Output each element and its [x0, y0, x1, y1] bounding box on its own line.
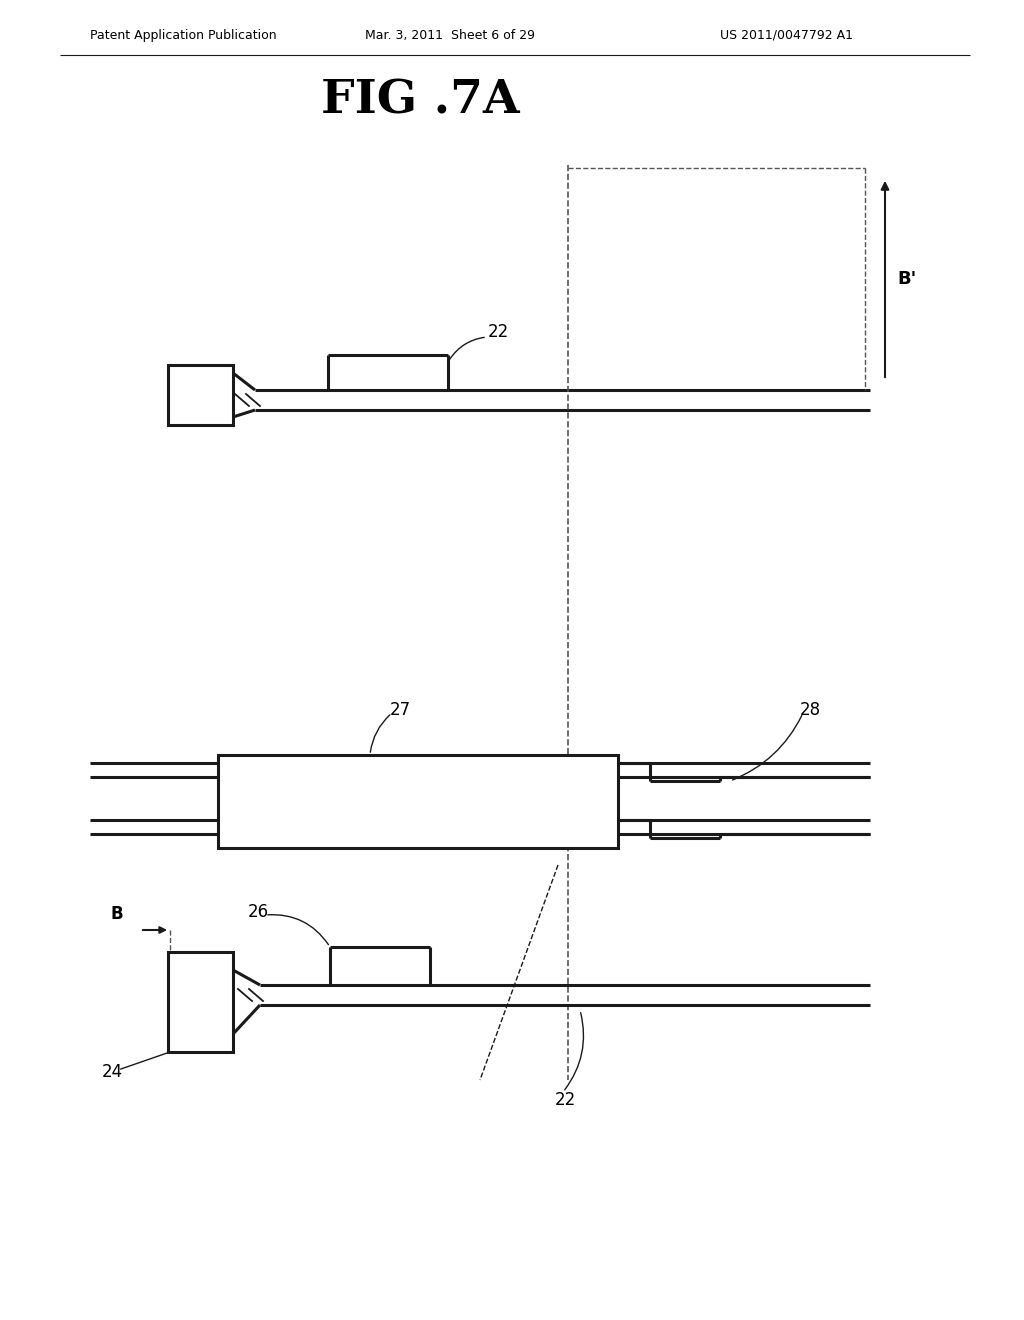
Text: 27: 27: [390, 701, 411, 719]
Text: FIG .7A: FIG .7A: [321, 77, 519, 123]
Text: 28: 28: [800, 701, 821, 719]
Text: 26: 26: [248, 903, 269, 921]
Bar: [168, 366, 233, 425]
Text: B: B: [110, 906, 123, 923]
Text: Mar. 3, 2011  Sheet 6 of 29: Mar. 3, 2011 Sheet 6 of 29: [365, 29, 535, 41]
Text: 24: 24: [102, 1063, 123, 1081]
Text: Patent Application Publication: Patent Application Publication: [90, 29, 276, 41]
Text: B': B': [897, 271, 916, 288]
Text: US 2011/0047792 A1: US 2011/0047792 A1: [720, 29, 853, 41]
Text: 22: 22: [488, 323, 509, 341]
Bar: [218, 755, 618, 847]
Bar: [168, 952, 233, 1052]
Text: 22: 22: [555, 1092, 577, 1109]
